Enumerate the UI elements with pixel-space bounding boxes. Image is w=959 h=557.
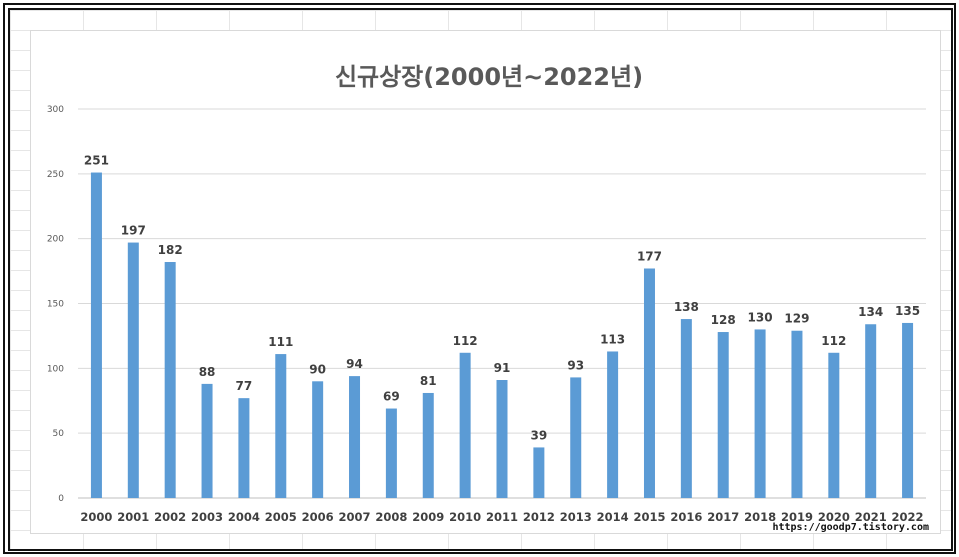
bar[interactable] [385, 408, 397, 498]
x-tick-label: 2007 [339, 510, 371, 524]
y-tick-label: 0 [58, 494, 64, 504]
x-tick-label: 2022 [892, 510, 924, 524]
data-label: 138 [674, 300, 699, 314]
x-tick-label: 2015 [633, 510, 665, 524]
data-label: 112 [453, 334, 478, 348]
x-tick-label: 2012 [523, 510, 555, 524]
y-axis-ticks: 0 50 100 150 200 250 300 [47, 105, 64, 504]
bar[interactable] [533, 447, 545, 498]
y-tick-label: 250 [47, 170, 64, 180]
x-tick-label: 2001 [117, 510, 149, 524]
chart-area[interactable]: 신규상장(2000년~2022년) 0 50 100 150 200 250 300 251… [30, 30, 941, 534]
bar[interactable] [164, 262, 176, 498]
data-label: 112 [821, 334, 846, 348]
x-tick-label: 2014 [597, 510, 629, 524]
data-label: 90 [309, 362, 326, 376]
data-label: 129 [784, 312, 809, 326]
bar[interactable] [754, 329, 766, 498]
bar[interactable] [570, 377, 582, 498]
x-axis-ticks: 2000 2001 2002 2003 2004 2005 2006 2007 2008 2009… [80, 510, 923, 524]
bar[interactable] [459, 352, 471, 498]
bar[interactable] [496, 380, 508, 498]
bar[interactable] [127, 242, 139, 498]
data-label: 177 [637, 249, 662, 263]
bar[interactable] [643, 268, 655, 498]
data-label: 77 [236, 379, 253, 393]
x-tick-label: 2005 [265, 510, 297, 524]
x-tick-label: 2019 [781, 510, 813, 524]
x-tick-label: 2002 [154, 510, 186, 524]
data-label: 69 [383, 390, 400, 404]
x-tick-label: 2018 [744, 510, 776, 524]
y-tick-label: 200 [47, 235, 64, 245]
data-label: 39 [531, 428, 548, 442]
data-label: 94 [346, 357, 363, 371]
data-label: 134 [858, 305, 883, 319]
bar[interactable] [238, 398, 250, 498]
bars [90, 172, 914, 498]
bar-chart: 신규상장(2000년~2022년) 0 50 100 150 200 250 300 251… [47, 63, 926, 524]
gridlines [78, 108, 926, 499]
bar[interactable] [349, 376, 361, 498]
data-label: 93 [567, 358, 584, 372]
y-tick-label: 300 [47, 105, 64, 115]
x-tick-label: 2016 [670, 510, 702, 524]
bar[interactable] [312, 381, 324, 498]
x-tick-label: 2004 [228, 510, 260, 524]
x-tick-label: 2010 [449, 510, 481, 524]
bar[interactable] [275, 354, 287, 498]
x-tick-label: 2011 [486, 510, 518, 524]
bar[interactable] [902, 322, 914, 498]
data-label: 128 [711, 313, 736, 327]
x-tick-label: 2017 [707, 510, 739, 524]
bar[interactable] [865, 324, 877, 498]
chart-title: 신규상장(2000년~2022년) [335, 63, 643, 91]
data-label: 81 [420, 374, 437, 388]
x-tick-label: 2013 [560, 510, 592, 524]
data-label: 197 [121, 224, 146, 238]
bar[interactable] [201, 383, 213, 498]
watermark-url: https://goodp7.tistory.com [772, 522, 929, 533]
bar[interactable] [791, 330, 803, 498]
y-tick-label: 50 [53, 429, 65, 439]
bar[interactable] [90, 172, 102, 498]
sheet-frame: 신규상장(2000년~2022년) 0 50 100 150 200 250 300 251… [8, 8, 953, 551]
x-tick-label: 2021 [855, 510, 887, 524]
bar[interactable] [680, 319, 692, 498]
x-tick-label: 2008 [375, 510, 407, 524]
bar[interactable] [607, 351, 619, 498]
bar[interactable] [717, 332, 729, 498]
x-tick-label: 2006 [302, 510, 334, 524]
x-tick-label: 2020 [818, 510, 850, 524]
data-label: 91 [494, 361, 511, 375]
bar[interactable] [828, 352, 840, 498]
data-label: 182 [158, 243, 183, 257]
outer-frame [3, 3, 956, 554]
x-tick-label: 2000 [80, 510, 112, 524]
data-label: 130 [748, 310, 773, 324]
data-label: 113 [600, 332, 625, 346]
data-labels: 251 197 182 88 77 111 90 94 69 81 112 91 39 93 113 177 1… [84, 154, 920, 443]
y-tick-label: 100 [47, 364, 64, 374]
data-label: 88 [199, 365, 216, 379]
x-tick-label: 2009 [412, 510, 444, 524]
bar[interactable] [422, 392, 434, 498]
y-tick-label: 150 [47, 300, 64, 310]
data-label: 251 [84, 154, 109, 168]
x-tick-label: 2003 [191, 510, 223, 524]
data-label: 111 [268, 335, 293, 349]
data-label: 135 [895, 304, 920, 318]
